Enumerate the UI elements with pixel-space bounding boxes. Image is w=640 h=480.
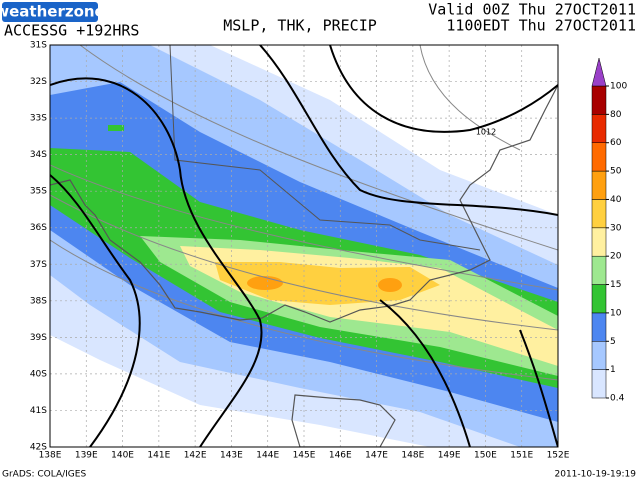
valid-utc: Valid 00Z Thu 27OCT2011 (428, 1, 636, 19)
credit: GrADS: COLA/IGES (2, 470, 86, 480)
colorbar-segment (591, 284, 607, 314)
colorbar-label: 30 (610, 223, 622, 233)
lat-label: 31S (30, 41, 47, 51)
colorbar-label: 60 (610, 138, 622, 148)
precip-band (215, 262, 440, 305)
precip-max (378, 278, 402, 292)
colorbar-segment (591, 199, 607, 229)
contour-label: 1012 (476, 128, 496, 137)
colorbar-segment (591, 170, 607, 200)
colorbar-segment (591, 227, 607, 257)
colorbar-segment (591, 142, 607, 172)
lon-label: 138E (39, 451, 62, 461)
model-label: ACCESSG +192HRS (4, 22, 139, 40)
map: 1012 (49, 44, 559, 448)
thickness-lines (50, 45, 558, 381)
state-border (169, 45, 481, 251)
tasmania (291, 394, 396, 447)
isobars (50, 45, 558, 447)
lat-label: 36S (30, 223, 47, 233)
colorbar-segment (591, 369, 607, 399)
lat-label: 42S (30, 443, 47, 453)
colorbar-extension (591, 57, 607, 87)
logo-box (2, 2, 98, 22)
lon-label: 139E (75, 451, 98, 461)
lon-label: 146E (329, 451, 352, 461)
lat-label: 39S (30, 333, 47, 343)
lat-label: 41S (30, 406, 47, 416)
colorbar-segment (591, 114, 607, 143)
colorbar-segment (591, 255, 607, 285)
colorbar-label: 1 (610, 365, 616, 375)
axes: 31S 32S 33S 34S 35S 36S 37S 38S 39S 40S 41S 42S138E… (30, 41, 570, 461)
map-frame (49, 44, 559, 448)
lat-label: 37S (30, 260, 47, 270)
lat-label: 38S (30, 296, 47, 306)
colorbar-segment (591, 341, 607, 370)
coastline (50, 84, 558, 323)
lon-label: 149E (438, 451, 461, 461)
lon-label: 141E (147, 451, 170, 461)
lon-label: 144E (256, 451, 279, 461)
lon-label: 140E (111, 451, 134, 461)
precip-spot (108, 125, 124, 131)
lat-label: 35S (30, 187, 47, 197)
lat-label: 34S (30, 150, 47, 160)
lon-label: 145E (293, 451, 316, 461)
precip-max (247, 276, 283, 290)
lon-label: 151E (510, 451, 533, 461)
map-title: MSLP, THK, PRECIP (223, 17, 377, 35)
colorbar-segment (591, 312, 607, 342)
timestamp: 2011-10-19-19:19 (555, 470, 637, 480)
colorbar-label: 15 (610, 280, 621, 290)
lon-label: 152E (547, 451, 570, 461)
lat-label: 40S (30, 369, 47, 379)
valid-local: 1100EDT Thu 27OCT2011 (446, 17, 636, 35)
colorbar-label: 100 (610, 82, 627, 92)
colorbar-label: 5 (610, 337, 616, 347)
lon-label: 143E (220, 451, 243, 461)
colorbar-label: 10 (610, 308, 622, 318)
colorbar-segment (591, 85, 607, 115)
lon-label: 142E (184, 451, 207, 461)
logo: weatherzone (0, 3, 105, 21)
colorbar-label: 0.4 (610, 394, 625, 404)
lat-label: 33S (30, 114, 47, 124)
colorbar-label: 40 (610, 195, 622, 205)
colorbar-label: 50 (610, 167, 622, 177)
lon-label: 150E (474, 451, 497, 461)
colorbar-label: 20 (610, 252, 622, 262)
colorbar-label: 80 (610, 110, 622, 120)
lon-label: 147E (365, 451, 388, 461)
lat-label: 32S (30, 77, 47, 87)
lon-label: 148E (401, 451, 424, 461)
